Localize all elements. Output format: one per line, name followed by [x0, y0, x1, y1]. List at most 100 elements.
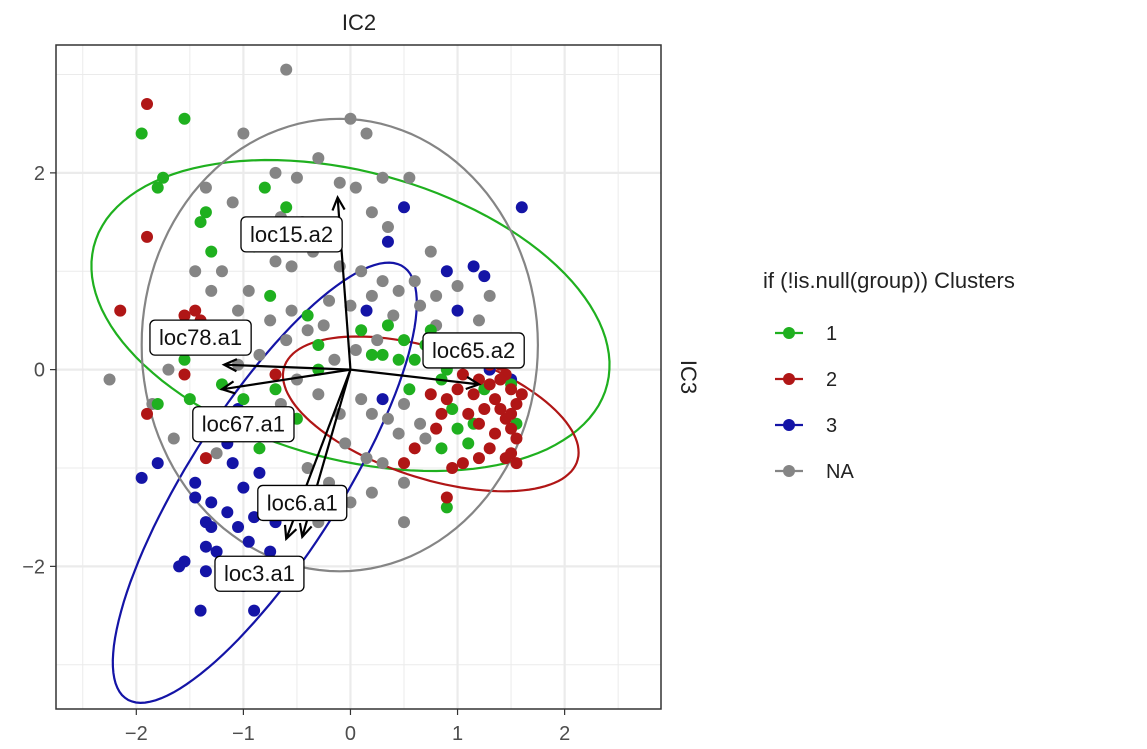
- point-cluster-na: [290, 171, 303, 184]
- point-cluster-3: [248, 604, 261, 617]
- loading-label-text: loc67.a1: [202, 412, 285, 437]
- point-cluster-na: [360, 127, 373, 140]
- legend-key-point: [783, 373, 795, 385]
- point-cluster-1: [151, 181, 164, 194]
- point-cluster-na: [398, 516, 411, 529]
- point-cluster-na: [414, 417, 427, 430]
- legend-item-na: NA: [775, 461, 854, 483]
- loading-label-box: [149, 319, 252, 356]
- loading-label-text: loc6.a1: [267, 490, 338, 515]
- point-cluster-2: [478, 402, 491, 415]
- point-cluster-na: [242, 284, 255, 297]
- point-cluster-2: [472, 452, 485, 465]
- point-cluster-na: [376, 171, 389, 184]
- point-cluster-3: [232, 521, 245, 534]
- ellipse-cluster-2: [281, 335, 580, 493]
- point-cluster-na: [414, 299, 427, 312]
- point-cluster-1: [157, 171, 170, 184]
- point-cluster-3: [199, 565, 212, 578]
- loading-arrowhead-loc3-a1: [283, 524, 298, 542]
- point-cluster-na: [371, 334, 384, 347]
- panel-background: [56, 45, 661, 709]
- point-cluster-3: [189, 491, 202, 504]
- cluster-ellipses: [90, 117, 611, 705]
- point-cluster-3: [221, 506, 234, 519]
- point-cluster-2: [446, 461, 459, 474]
- y-tick-label: −2: [22, 556, 45, 578]
- ellipse-cluster-3: [111, 261, 418, 705]
- point-cluster-2: [178, 309, 191, 322]
- legend-item-3: 3: [775, 415, 837, 437]
- point-cluster-3: [248, 511, 261, 524]
- point-cluster-na: [344, 496, 357, 509]
- point-cluster-2: [483, 378, 496, 391]
- point-cluster-na: [301, 324, 314, 337]
- point-cluster-na: [285, 260, 298, 273]
- loading-label-text: loc78.a1: [159, 325, 242, 350]
- point-cluster-1: [392, 353, 405, 366]
- point-cluster-1: [178, 112, 191, 125]
- point-cluster-na: [349, 181, 362, 194]
- point-cluster-na: [376, 457, 389, 470]
- legend-item-1: 1: [775, 323, 837, 345]
- point-cluster-2: [141, 407, 154, 420]
- loading-label-box: [240, 216, 343, 253]
- point-cluster-2: [456, 368, 469, 381]
- point-cluster-2: [408, 442, 421, 455]
- loading-label-text: loc15.a2: [250, 222, 333, 247]
- point-cluster-1: [312, 363, 325, 376]
- loading-label-loc3-a1: loc3.a1: [214, 555, 305, 592]
- point-cluster-3: [151, 457, 164, 470]
- point-cluster-3: [189, 476, 202, 489]
- point-cluster-2: [178, 368, 191, 381]
- point-cluster-na: [365, 289, 378, 302]
- point-cluster-3: [242, 535, 255, 548]
- loading-arrowhead-loc15-a2: [331, 194, 346, 211]
- point-cluster-3: [205, 521, 218, 534]
- point-cluster-na: [344, 112, 357, 125]
- legend-item-label: 3: [826, 415, 837, 437]
- point-cluster-na: [419, 432, 432, 445]
- point-cluster-na: [408, 275, 421, 288]
- point-cluster-na: [264, 314, 277, 327]
- y-tick-label: 2: [34, 163, 45, 185]
- point-cluster-na: [392, 427, 405, 440]
- point-cluster-na: [317, 319, 330, 332]
- point-cluster-2: [505, 447, 518, 460]
- point-cluster-2: [141, 98, 154, 111]
- point-cluster-1: [462, 437, 475, 450]
- point-cluster-na: [301, 461, 314, 474]
- point-cluster-3: [360, 304, 373, 317]
- legend-item-label: NA: [826, 461, 854, 483]
- point-cluster-3: [173, 560, 186, 573]
- point-cluster-2: [510, 398, 523, 411]
- point-cluster-2: [462, 407, 475, 420]
- point-cluster-2: [269, 368, 282, 381]
- point-cluster-na: [344, 299, 357, 312]
- point-cluster-1: [440, 501, 453, 514]
- point-cluster-2: [456, 457, 469, 470]
- point-cluster-1: [435, 442, 448, 455]
- point-cluster-na: [280, 334, 293, 347]
- point-cluster-2: [515, 388, 528, 401]
- point-cluster-3: [478, 270, 491, 283]
- point-cluster-na: [355, 393, 368, 406]
- ellipse-cluster-na: [140, 117, 540, 573]
- point-cluster-1: [264, 289, 277, 302]
- point-cluster-na: [280, 63, 293, 76]
- y-axis-ticks: −2 0 2: [22, 163, 56, 578]
- legend-key-point: [783, 419, 795, 431]
- loading-arrow-loc65-a2: [350, 368, 480, 386]
- point-cluster-na: [430, 289, 443, 302]
- point-cluster-na: [381, 220, 394, 233]
- point-cluster-1: [237, 393, 250, 406]
- point-cluster-2: [483, 442, 496, 455]
- panel-border: [55, 44, 662, 710]
- point-cluster-na: [424, 245, 437, 258]
- point-cluster-3: [440, 265, 453, 278]
- point-cluster-na: [381, 412, 394, 425]
- legend-key-point: [783, 465, 795, 477]
- y-tick-label: 0: [34, 360, 45, 382]
- point-cluster-na: [237, 127, 250, 140]
